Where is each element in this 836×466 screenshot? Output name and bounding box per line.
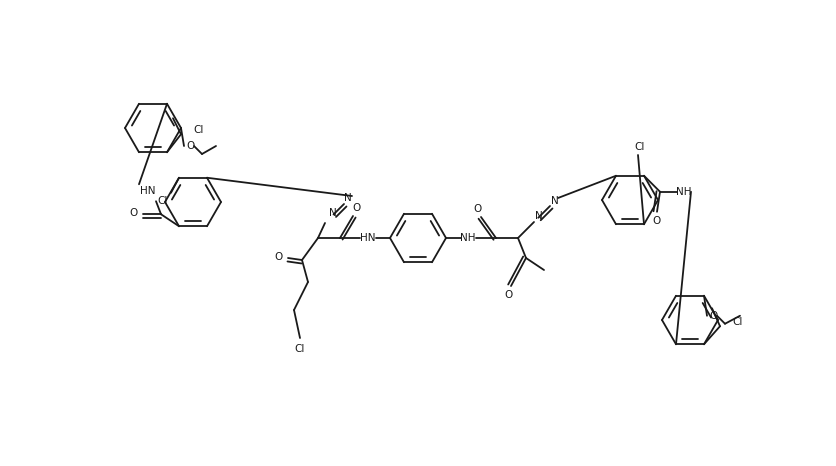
Text: O: O	[353, 203, 360, 213]
Text: O: O	[473, 204, 482, 214]
Text: Cl: Cl	[732, 317, 742, 327]
Text: O: O	[504, 290, 512, 300]
Text: Cl: Cl	[158, 196, 168, 206]
Text: N: N	[534, 211, 543, 221]
Text: O: O	[186, 141, 195, 151]
Text: Cl: Cl	[634, 142, 645, 152]
Text: HN: HN	[140, 186, 155, 196]
Text: O: O	[709, 311, 717, 321]
Text: O: O	[130, 208, 138, 218]
Text: N: N	[344, 193, 351, 203]
Text: N: N	[329, 208, 336, 218]
Text: O: O	[274, 252, 283, 262]
Text: NH: NH	[460, 233, 475, 243]
Text: N: N	[550, 196, 558, 206]
Text: HN: HN	[359, 233, 375, 243]
Text: Cl: Cl	[294, 344, 305, 354]
Text: O: O	[652, 216, 660, 226]
Text: Cl: Cl	[193, 125, 203, 135]
Text: NH: NH	[675, 187, 691, 197]
